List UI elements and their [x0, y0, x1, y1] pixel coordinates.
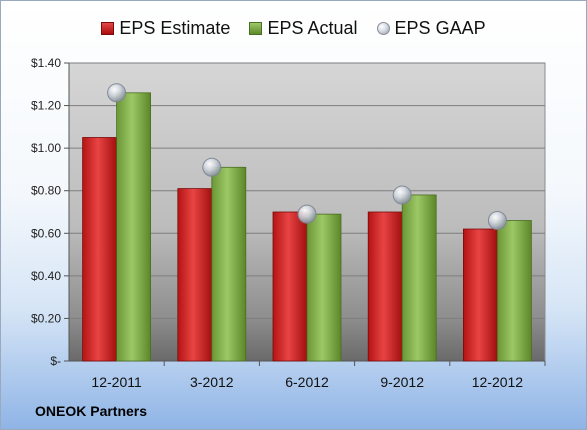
- company-name: ONEOK Partners: [35, 403, 148, 419]
- y-tick-label: $1.40: [31, 56, 61, 70]
- bar-eps-actual: [211, 166, 247, 362]
- bar-eps-actual: [306, 213, 342, 362]
- x-tick-label: 9-2012: [380, 374, 424, 390]
- legend-swatch-gaap: [376, 22, 390, 35]
- marker-eps-gaap: [392, 185, 412, 205]
- y-tick-label: $1.20: [31, 99, 61, 113]
- x-tick-label: 12-2011: [91, 374, 142, 390]
- x-tick-label: 6-2012: [285, 374, 329, 390]
- y-tick-label: $0.60: [31, 226, 61, 240]
- y-tick-label: $0.80: [31, 184, 61, 198]
- marker-eps-gaap: [487, 211, 507, 231]
- bar-eps-estimate: [272, 211, 308, 362]
- legend-item-actual: EPS Actual: [249, 18, 358, 39]
- bar-eps-estimate: [367, 211, 403, 362]
- legend-swatch-estimate: [101, 22, 115, 35]
- bar-eps-actual: [496, 220, 532, 362]
- x-tick-label: 12-2012: [472, 374, 524, 390]
- bar-eps-estimate: [177, 188, 213, 362]
- bar-eps-actual: [401, 194, 437, 362]
- x-tick-label: 3-2012: [190, 374, 234, 390]
- y-tick-label: $0.20: [31, 311, 61, 325]
- legend-label-estimate: EPS Estimate: [119, 18, 231, 38]
- y-tick-label: $1.00: [31, 141, 61, 155]
- bar-eps-actual: [116, 92, 151, 362]
- bar-eps-estimate: [462, 228, 498, 362]
- legend-label-actual: EPS Actual: [267, 18, 358, 38]
- legend-swatch-actual: [249, 22, 263, 35]
- marker-eps-gaap: [107, 83, 127, 103]
- y-tick-label: $0.40: [31, 269, 61, 283]
- legend: EPS Estimate EPS Actual EPS GAAP: [1, 18, 586, 39]
- legend-label-gaap: EPS GAAP: [394, 18, 486, 38]
- marker-eps-gaap: [202, 157, 222, 177]
- marker-eps-gaap: [297, 204, 317, 224]
- legend-item-gaap: EPS GAAP: [376, 18, 486, 39]
- y-tick-label: $-: [50, 354, 61, 368]
- bar-eps-estimate: [82, 137, 117, 362]
- legend-item-estimate: EPS Estimate: [101, 18, 230, 39]
